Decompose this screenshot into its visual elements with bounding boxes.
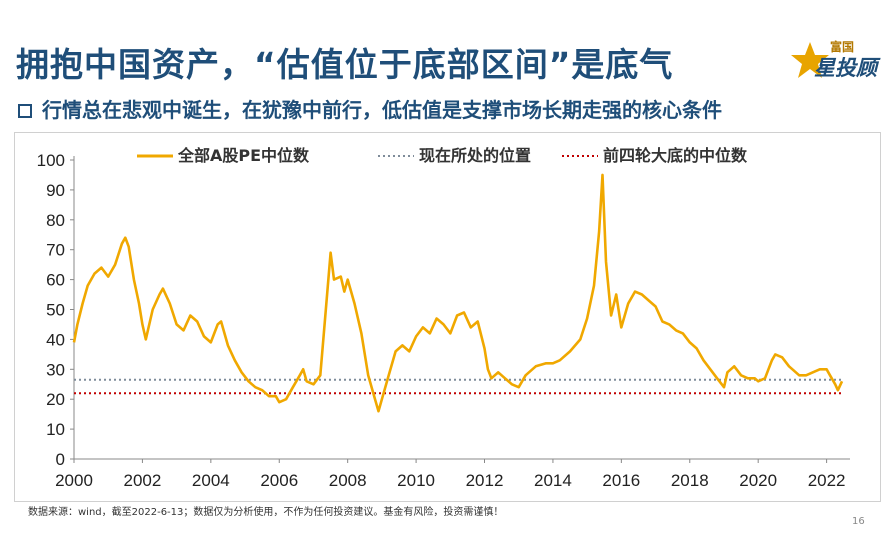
legend-label-current: 现在所处的位置 — [419, 146, 531, 165]
y-tick-label: 60 — [46, 271, 65, 290]
source-note: 数据来源：wind，截至2022-6-13；数据仅为分析使用，不作为任何投资建议… — [28, 507, 504, 518]
y-tick-label: 100 — [37, 151, 65, 170]
page-title: 拥抱中国资产，“估值位于底部区间”是底气 — [16, 45, 674, 84]
chart-frame: 0 10 20 30 40 50 60 70 80 90 100 2000 2002 2004 2006 20… — [14, 132, 881, 502]
x-tick-label: 2000 — [55, 471, 93, 490]
y-tick-label: 70 — [46, 241, 65, 260]
subtitle-text: 行情总在悲观中诞生，在犹豫中前行，低估值是支撑市场长期走强的核心条件 — [42, 98, 722, 122]
y-tick-label: 90 — [46, 181, 65, 200]
x-tick-label: 2022 — [808, 471, 846, 490]
star-icon — [791, 42, 829, 78]
x-tick-label: 2004 — [192, 471, 230, 490]
pe-median-chart: 0 10 20 30 40 50 60 70 80 90 100 2000 2002 2004 2006 20… — [37, 146, 850, 490]
page-number: 16 — [852, 516, 865, 527]
x-tick-label: 2014 — [534, 471, 572, 490]
legend-label-historical: 前四轮大底的中位数 — [603, 146, 748, 165]
y-tick-label: 20 — [46, 390, 65, 409]
x-tick-label: 2016 — [602, 471, 640, 490]
x-tick-label: 2020 — [739, 471, 777, 490]
x-tick-label: 2006 — [260, 471, 298, 490]
pe-median-series-line — [72, 173, 844, 413]
checkbox-square-icon — [18, 104, 32, 118]
x-tick-label: 2010 — [397, 471, 435, 490]
logo-big-text: 星投顾 — [814, 56, 877, 80]
y-tick-label: 80 — [46, 211, 65, 230]
y-tick-label: 30 — [46, 360, 65, 379]
x-tick-label: 2008 — [329, 471, 367, 490]
logo-small-text: 富国 — [830, 40, 855, 54]
x-tick-label: 2018 — [671, 471, 709, 490]
brand-logo: 富国 星投顾 — [790, 36, 880, 82]
x-tick-label: 2012 — [466, 471, 504, 490]
legend-label-pe-median: 全部A股PE中位数 — [177, 146, 310, 165]
subtitle: 行情总在悲观中诞生，在犹豫中前行，低估值是支撑市场长期走强的核心条件 — [18, 94, 722, 123]
y-tick-label: 0 — [56, 450, 65, 469]
x-tick-label: 2002 — [124, 471, 162, 490]
y-tick-label: 50 — [46, 301, 65, 320]
y-tick-label: 40 — [46, 330, 65, 349]
y-tick-label: 10 — [46, 420, 65, 439]
